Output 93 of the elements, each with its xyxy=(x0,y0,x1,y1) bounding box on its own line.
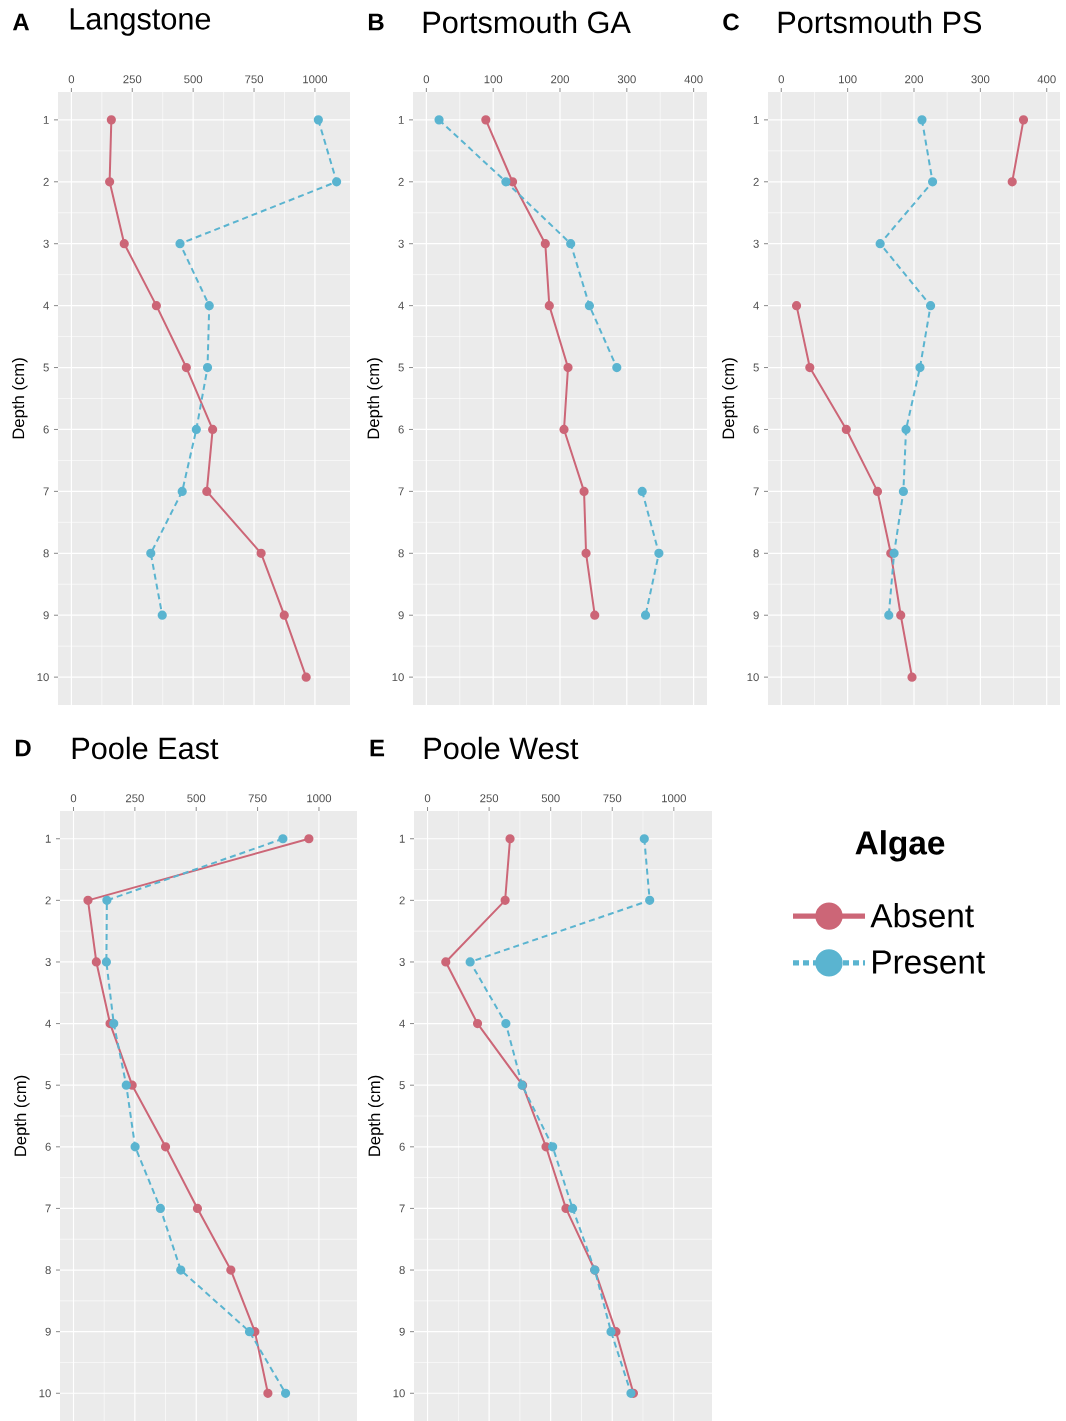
y-axis-title: Depth (cm) xyxy=(13,1075,30,1156)
y-axis-title: Depth (cm) xyxy=(367,1075,384,1156)
y-tick-label: 4 xyxy=(399,1019,405,1028)
y-tick-label: 5 xyxy=(753,363,759,372)
y-tick-label: 7 xyxy=(43,487,49,496)
x-tick-label: 1000 xyxy=(662,794,686,803)
y-tick-label: 7 xyxy=(753,487,759,496)
y-tick-label: 3 xyxy=(43,239,49,248)
y-axis-title: Depth (cm) xyxy=(11,358,28,439)
x-tick-label: 100 xyxy=(484,75,503,84)
y-tick-label: 9 xyxy=(398,611,404,620)
y-tick-label: 10 xyxy=(392,673,404,682)
legend-label: Absent xyxy=(870,903,974,928)
y-tick-label: 2 xyxy=(753,177,759,186)
y-tick-label: 10 xyxy=(37,673,49,682)
y-tick-label: 5 xyxy=(399,1081,405,1090)
x-tick-label: 200 xyxy=(551,75,569,84)
x-tick-label: 100 xyxy=(839,75,857,84)
x-tick-label: 500 xyxy=(541,794,560,803)
y-tick-label: 8 xyxy=(43,549,49,558)
x-tick-label: 0 xyxy=(423,75,430,84)
x-tick-label: 750 xyxy=(248,794,267,803)
y-tick-label: 9 xyxy=(45,1327,51,1336)
y-axis-title: Depth (cm) xyxy=(366,358,383,439)
y-tick-label: 9 xyxy=(399,1327,405,1336)
y-tick-label: 1 xyxy=(753,115,759,124)
x-tick-label: 400 xyxy=(684,75,703,84)
x-tick-label: 300 xyxy=(617,75,636,84)
y-tick-label: 1 xyxy=(45,834,51,843)
x-tick-label: 1000 xyxy=(307,794,332,803)
y-tick-label: 3 xyxy=(398,239,404,248)
y-tick-label: 3 xyxy=(399,957,405,966)
x-tick-label: 300 xyxy=(971,75,990,84)
text: A xyxy=(12,13,30,31)
x-tick-label: 250 xyxy=(480,794,499,803)
x-tick-label: 0 xyxy=(68,75,75,84)
chart-title: Poole West xyxy=(424,736,579,760)
legend-title: Algae xyxy=(855,830,945,862)
x-tick-label: 500 xyxy=(184,75,203,84)
y-tick-label: 8 xyxy=(398,549,404,558)
y-tick-label: 1 xyxy=(399,834,405,843)
y-tick-label: 2 xyxy=(45,896,51,905)
y-tick-label: 2 xyxy=(398,177,404,186)
y-tick-label: 5 xyxy=(45,1081,51,1090)
x-tick-label: 250 xyxy=(123,75,142,84)
y-tick-label: 4 xyxy=(398,301,404,310)
y-tick-label: 7 xyxy=(45,1204,51,1213)
legend-label: Present xyxy=(873,950,985,974)
y-tick-label: 1 xyxy=(43,115,49,124)
y-tick-label: 9 xyxy=(753,611,759,620)
y-axis-title: Depth (cm) xyxy=(721,358,738,439)
text: D xyxy=(15,739,31,757)
y-tick-label: 1 xyxy=(398,115,404,124)
x-tick-label: 1000 xyxy=(303,75,328,84)
y-tick-label: 9 xyxy=(43,611,49,620)
y-tick-label: 4 xyxy=(43,301,49,310)
y-tick-label: 4 xyxy=(753,301,759,310)
y-tick-label: 10 xyxy=(393,1389,405,1398)
y-tick-label: 2 xyxy=(43,177,49,186)
y-tick-label: 3 xyxy=(45,957,51,966)
y-tick-label: 2 xyxy=(399,896,405,905)
x-tick-label: 0 xyxy=(778,75,784,84)
y-tick-label: 8 xyxy=(45,1266,51,1275)
x-tick-label: 0 xyxy=(424,794,431,803)
x-tick-label: 750 xyxy=(245,75,264,84)
x-tick-label: 750 xyxy=(603,794,622,803)
text: C xyxy=(723,13,740,31)
x-tick-label: 0 xyxy=(70,794,77,803)
chart-title: Poole East xyxy=(72,736,219,760)
y-tick-label: 7 xyxy=(399,1204,405,1213)
y-tick-label: 6 xyxy=(398,425,404,434)
x-tick-label: 200 xyxy=(905,75,923,84)
y-tick-label: 5 xyxy=(43,363,49,372)
y-tick-label: 8 xyxy=(399,1266,405,1275)
x-tick-label: 400 xyxy=(1037,75,1056,84)
y-tick-label: 6 xyxy=(399,1142,405,1151)
y-tick-label: 6 xyxy=(753,425,759,434)
x-tick-label: 500 xyxy=(187,794,206,803)
text: B xyxy=(368,13,384,31)
y-tick-label: 6 xyxy=(45,1142,51,1151)
text: E xyxy=(370,739,385,757)
y-tick-label: 3 xyxy=(753,239,759,248)
chart-title: Portsmouth GA xyxy=(423,10,631,34)
y-tick-label: 8 xyxy=(753,549,759,558)
y-tick-label: 4 xyxy=(45,1019,51,1028)
y-tick-label: 6 xyxy=(43,425,49,434)
y-tick-label: 7 xyxy=(398,487,404,496)
y-tick-label: 10 xyxy=(39,1389,51,1398)
y-tick-label: 5 xyxy=(398,363,404,372)
y-tick-label: 10 xyxy=(747,673,759,682)
x-tick-label: 250 xyxy=(125,794,144,803)
chart-title: Langstone xyxy=(70,8,211,36)
chart-title: Portsmouth PS xyxy=(778,10,982,34)
